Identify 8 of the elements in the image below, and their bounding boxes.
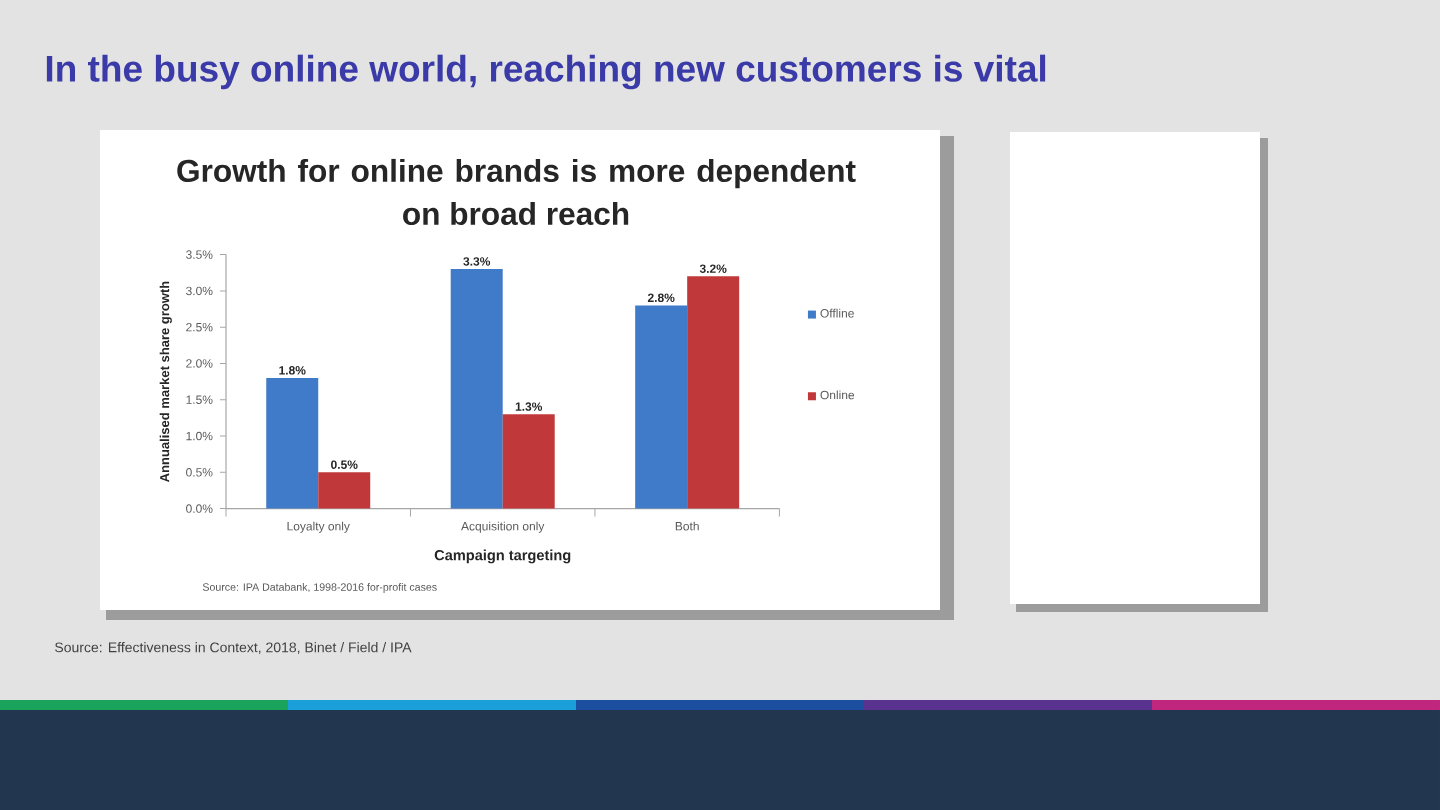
bar [687, 276, 740, 509]
bar [318, 472, 371, 509]
chart-subtitle: Growth for online brands is more dependent on broad reach [177, 158, 856, 226]
chart-title: In the busy online world, reaching new customers is vital [46, 54, 1046, 90]
bar [502, 414, 555, 509]
bar [266, 377, 319, 509]
bar [450, 269, 503, 509]
bar [635, 305, 688, 509]
